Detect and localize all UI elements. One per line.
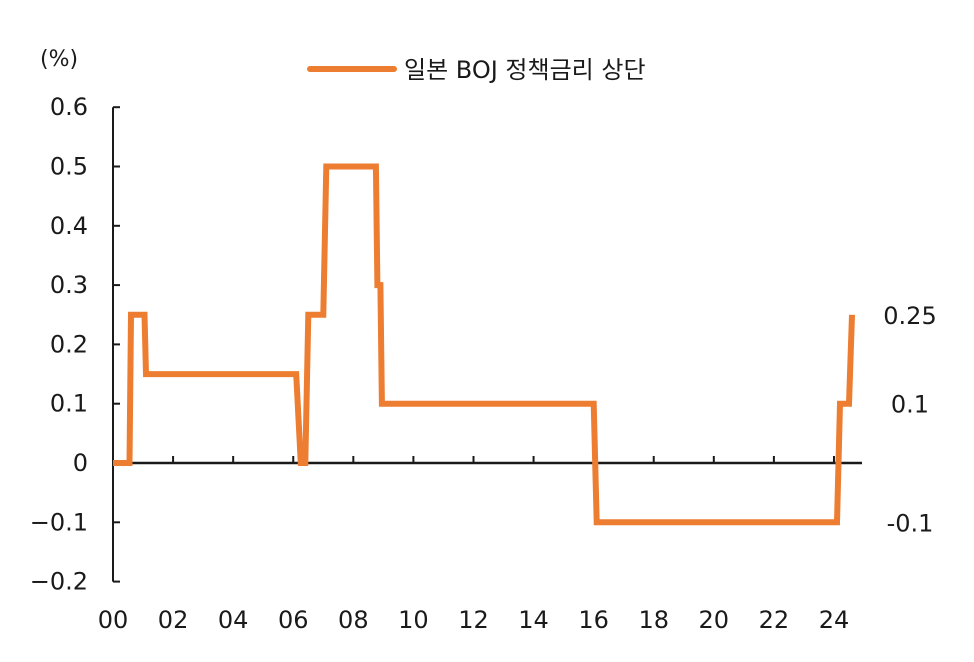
y-tick-label: 0.1 bbox=[50, 390, 88, 418]
end-value-annotations: 0.25 0.1 -0.1 bbox=[883, 302, 936, 538]
x-tick-label: 22 bbox=[759, 606, 790, 634]
y-tick-label: 0 bbox=[73, 449, 88, 477]
x-tick-label: 06 bbox=[278, 606, 309, 634]
x-axis: 00 02 04 06 08 10 12 14 16 18 20 22 24 bbox=[98, 456, 862, 634]
y-tick-label: 0.2 bbox=[50, 330, 88, 358]
y-tick-label: −0.2 bbox=[30, 568, 88, 596]
y-tick-label: 0.5 bbox=[50, 153, 88, 181]
x-tick-label: 04 bbox=[218, 606, 249, 634]
series-line-boj-policy-rate bbox=[113, 163, 855, 526]
end-value-label: -0.1 bbox=[887, 509, 934, 537]
end-value-label: 0.1 bbox=[891, 391, 929, 419]
y-tick-label: −0.1 bbox=[30, 508, 88, 536]
series-layer bbox=[113, 163, 855, 526]
y-tick-label: 0.3 bbox=[50, 271, 88, 299]
x-tick-label: 08 bbox=[338, 606, 369, 634]
x-tick-label: 12 bbox=[458, 606, 489, 634]
legend-label: 일본 BOJ 정책금리 상단 bbox=[404, 56, 646, 84]
x-tick-label: 02 bbox=[158, 606, 189, 634]
legend: 일본 BOJ 정책금리 상단 bbox=[307, 56, 646, 84]
y-tick-label: 0.4 bbox=[50, 212, 88, 240]
x-tick-label: 18 bbox=[638, 606, 669, 634]
x-tick-label: 16 bbox=[578, 606, 609, 634]
x-tick-label: 24 bbox=[819, 606, 850, 634]
end-value-label: 0.25 bbox=[883, 302, 936, 330]
x-tick-label: 20 bbox=[699, 606, 730, 634]
y-axis: 0.6 0.5 0.4 0.3 0.2 0.1 0 −0.1 −0.2 bbox=[30, 93, 120, 596]
y-axis-unit-label: (%) bbox=[40, 47, 78, 72]
x-tick-label: 10 bbox=[398, 606, 429, 634]
x-tick-label: 00 bbox=[98, 606, 129, 634]
x-tick-label: 14 bbox=[518, 606, 549, 634]
y-tick-label: 0.6 bbox=[50, 93, 88, 121]
